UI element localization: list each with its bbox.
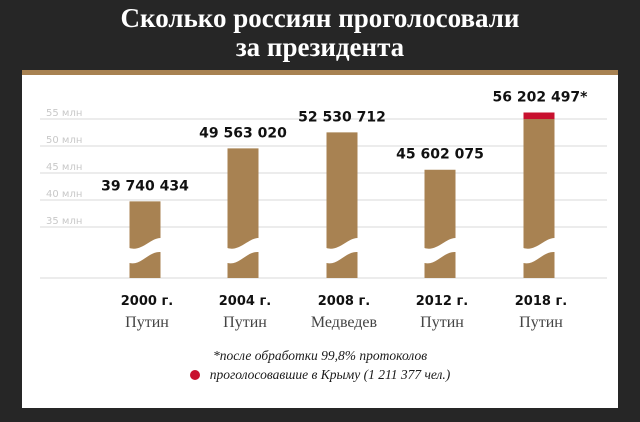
bar-base [326,251,358,278]
page-title: Сколько россиян проголосовали за президе… [0,4,640,62]
x-tick-label: 2012 г. [416,294,468,309]
value-label: 45 602 075 [396,147,484,163]
x-tick-label: 2004 г. [219,294,271,309]
value-label: 52 530 712 [298,109,386,125]
title-line-2: за президента [235,32,405,62]
chart-notes: *после обработки 99,8% протоколов прогол… [22,346,618,384]
y-tick-label: 55 млн [46,108,82,119]
candidate-label: Путин [125,314,169,331]
bar [424,169,456,249]
candidate-label: Медведев [311,314,378,331]
legend-crimea: проголосовавшие в Крыму (1 211 377 чел.) [22,365,618,384]
y-tick-label: 40 млн [46,189,82,200]
y-tick-label: 50 млн [46,135,82,146]
x-tick-label: 2018 г. [515,294,567,309]
y-tick-label: 45 млн [46,162,82,173]
footnote: *после обработки 99,8% протоколов [212,348,428,363]
candidate-label: Путин [223,314,267,331]
crimea-segment [523,112,555,120]
bar-base [129,251,161,278]
bar [523,112,555,249]
bar [326,132,358,249]
candidate-label: Путин [420,314,464,331]
value-label: 56 202 497* [493,90,589,106]
bar-base [523,251,555,278]
bar [227,148,259,249]
legend-crimea-label: проголосовавшие в Крыму (1 211 377 чел.) [209,367,451,382]
y-tick-label: 35 млн [46,216,82,227]
candidate-label: Путин [519,314,563,331]
bar-base [424,251,456,278]
card-top-rule [22,70,618,75]
crimea-legend-swatch [189,370,200,380]
chart-card: 35 млн 40 млн 45 млн 50 млн 55 млн 39 740 434… [22,70,618,408]
x-tick-label: 2008 г. [318,294,370,309]
bar-base [227,251,259,278]
value-label: 39 740 434 [101,178,189,194]
bar-chart: 35 млн 40 млн 45 млн 50 млн 55 млн 39 740 434… [40,90,607,331]
bar [129,201,161,249]
value-label: 49 563 020 [199,125,287,141]
title-line-1: Сколько россиян проголосовали [120,3,520,33]
x-tick-label: 2000 г. [121,294,173,309]
